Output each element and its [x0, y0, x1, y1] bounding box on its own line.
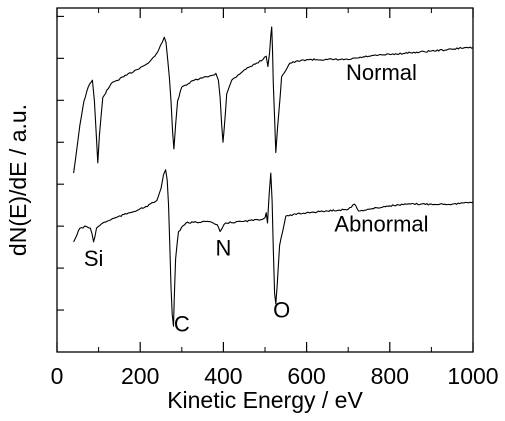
tick-marks [56, 8, 474, 352]
x-tick-label: 800 [371, 363, 409, 389]
peak-label-c: C [174, 311, 190, 336]
x-tick-label: 600 [287, 363, 325, 389]
series-label-abnormal: Abnormal [334, 212, 428, 237]
series-lines [73, 26, 474, 327]
x-tick-label: 200 [121, 363, 159, 389]
x-tick-label: 1000 [447, 363, 498, 389]
x-tick-label: 0 [51, 363, 64, 389]
series-label-normal: Normal [346, 60, 417, 85]
peak-label-o: O [273, 298, 290, 323]
peak-label-n: N [215, 236, 231, 261]
x-tick-label: 400 [204, 363, 242, 389]
series-labels: Normal Abnormal [334, 60, 428, 236]
y-axis-title: dN(E)/dE / a.u. [5, 104, 31, 256]
x-axis-title: Kinetic Energy / eV [167, 387, 363, 413]
series-line-abnormal [73, 169, 474, 327]
x-tick-labels: 0 200 400 600 800 1000 [51, 363, 499, 389]
peak-annotations: Si C N O [84, 236, 290, 337]
series-line-normal [73, 26, 474, 174]
peak-label-si: Si [84, 246, 104, 271]
